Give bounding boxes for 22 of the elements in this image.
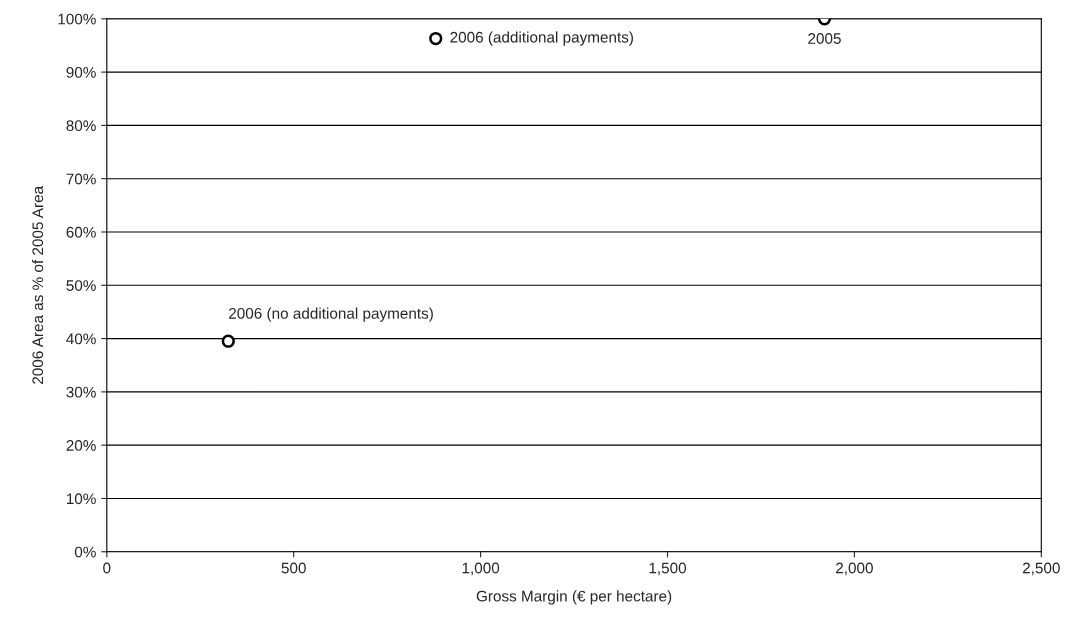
y-tick-label: 20%	[66, 440, 96, 451]
x-tick-label: 2,000	[836, 562, 873, 576]
y-tick-label: 60%	[66, 226, 96, 238]
annotation: 2006 (no additional payments)	[229, 307, 433, 322]
y-tick-label: 10%	[66, 493, 96, 505]
x-tick-label: 2,500	[1022, 562, 1060, 576]
y-tick-label: 40%	[66, 333, 96, 345]
x-tick-label: 1,500	[649, 562, 687, 576]
x-axis-title: Gross Margin (€ per hectare)	[476, 590, 672, 605]
y-tick-label: 50%	[66, 280, 96, 291]
x-tick-label: 0	[103, 562, 111, 574]
y-tick-label: 90%	[66, 66, 96, 78]
y-tick-label: 30%	[66, 386, 96, 398]
y-tick-label: 70%	[66, 173, 96, 185]
x-tick-label: 500	[281, 562, 306, 574]
annotation: 2005	[808, 33, 841, 44]
y-tick-label: 100%	[58, 13, 96, 25]
annotation: 2006 (additional payments)	[450, 31, 633, 46]
x-tick-label: 1,000	[462, 562, 500, 576]
y-tick-label: 0%	[74, 546, 96, 558]
y-axis-title: 2006 Area as % of 2005 Area	[31, 185, 44, 384]
y-tick-label: 80%	[66, 120, 96, 132]
